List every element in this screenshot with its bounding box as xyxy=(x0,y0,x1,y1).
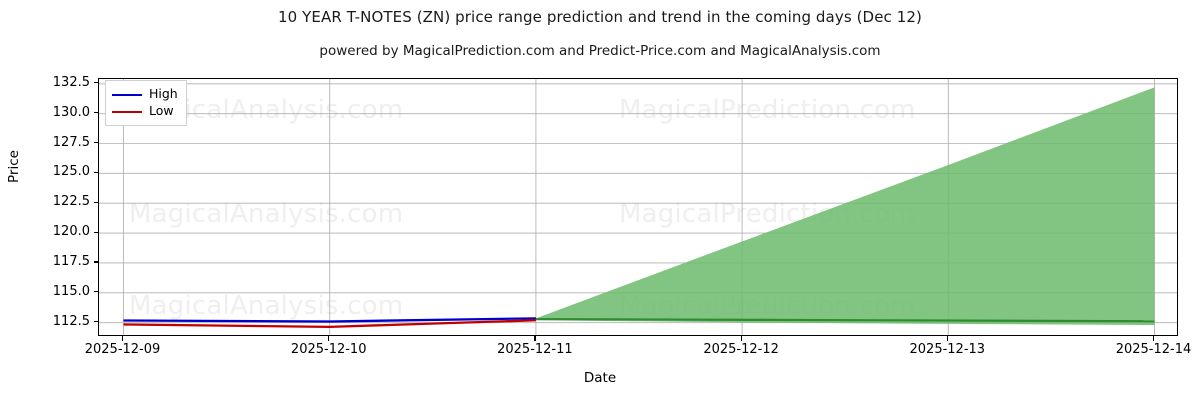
x-tick-mark xyxy=(1152,336,1155,341)
y-tick-label: 117.5 xyxy=(52,253,90,269)
y-axis-title: Price xyxy=(6,150,22,183)
legend-label: Low xyxy=(149,103,174,119)
x-tick-label: 2025-12-14 xyxy=(1115,342,1192,357)
forecast-band-area xyxy=(535,87,1155,326)
y-tick-label: 122.5 xyxy=(52,194,90,210)
y-tick-label: 130.0 xyxy=(52,104,90,120)
x-axis-title: Date xyxy=(583,370,617,386)
y-tick-mark xyxy=(93,142,98,144)
trend-line xyxy=(535,317,1155,323)
x-tick-mark xyxy=(534,336,536,341)
y-tick-label: 120.0 xyxy=(52,224,90,240)
y-tick-label: 127.5 xyxy=(52,134,90,150)
series-line-low xyxy=(123,319,536,328)
legend-swatch-low xyxy=(112,110,142,113)
x-tick-label: 2025-12-10 xyxy=(290,342,367,357)
y-tick-mark xyxy=(93,171,98,173)
y-tick-mark xyxy=(93,321,98,323)
series-line-high xyxy=(123,317,536,323)
legend[interactable]: High Low xyxy=(105,80,187,126)
chart-canvas xyxy=(99,79,1177,335)
chart-subtitle: powered by MagicalPrediction.com and Pre… xyxy=(319,43,881,59)
x-tick-mark xyxy=(328,336,330,341)
legend-item-low[interactable]: Low xyxy=(112,103,178,120)
y-tick-mark xyxy=(93,82,98,84)
x-tick-label: 2025-12-11 xyxy=(497,342,573,357)
y-tick-label: 112.5 xyxy=(52,313,90,329)
y-tick-mark xyxy=(93,231,98,233)
y-tick-mark xyxy=(93,201,98,203)
x-tick-label: 2025-12-12 xyxy=(703,342,779,357)
legend-swatch-high xyxy=(112,93,142,96)
y-tick-mark xyxy=(93,291,98,293)
y-tick-mark xyxy=(93,261,98,263)
page-title: 10 YEAR T-NOTES (ZN) price range predict… xyxy=(278,8,922,26)
x-tick-mark xyxy=(740,336,742,341)
y-tick-label: 125.0 xyxy=(52,164,90,180)
plot-area: MagicalAnalysis.com MagicalPrediction.com… xyxy=(98,78,1178,336)
legend-item-high[interactable]: High xyxy=(112,86,178,103)
x-tick-mark xyxy=(946,336,948,341)
y-tick-label: 115.0 xyxy=(52,283,90,299)
x-tick-label: 2025-12-13 xyxy=(909,342,986,357)
x-tick-mark xyxy=(122,336,124,341)
x-tick-label: 2025-12-09 xyxy=(84,342,161,357)
legend-label: High xyxy=(149,86,178,102)
y-tick-mark xyxy=(93,112,98,114)
y-tick-label: 132.5 xyxy=(52,74,90,90)
